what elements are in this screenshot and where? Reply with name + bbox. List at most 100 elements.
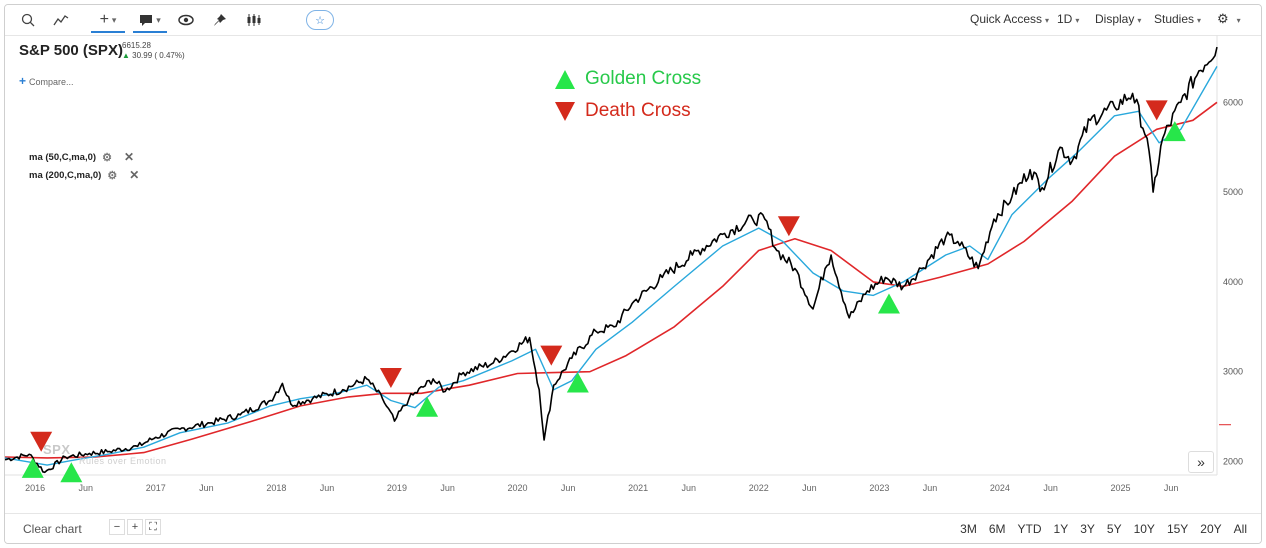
price-change-value: 30.99 ( 0.47%)	[132, 51, 185, 60]
zoom-out-button[interactable]: −	[109, 519, 125, 535]
y-tick-label: 4000	[1223, 277, 1243, 287]
quick-access-label: Quick Access	[970, 12, 1043, 26]
watermark-text: SPX	[43, 442, 71, 457]
golden-cross-marker	[21, 457, 44, 478]
range-button-20y[interactable]: 20Y	[1200, 522, 1222, 536]
chevron-down-icon: ▾	[1137, 16, 1142, 25]
x-tick-label: Jun	[561, 483, 576, 493]
bottom-bar: Clear chart − + ⛶ 3M 6M YTD 1Y 3Y 5Y 10Y 15Y 20Y…	[5, 513, 1261, 543]
x-tick-label: 2021	[628, 483, 648, 493]
legend-golden-label: Golden Cross	[585, 68, 702, 89]
range-button-6m[interactable]: 6M	[988, 522, 1006, 536]
range-button-10y[interactable]: 10Y	[1133, 522, 1155, 536]
x-tick-label: Jun	[1164, 483, 1179, 493]
range-button-1y[interactable]: 1Y	[1053, 522, 1069, 536]
price-readout: 6615.28 ▲ 30.99 ( 0.47%)	[122, 41, 185, 61]
toolbar: + ▾ ▾ ☆ Quick Access ▾ 1D ▾ Display ▾ Studie…	[5, 5, 1261, 36]
zoom-controls: − + ⛶	[109, 519, 161, 535]
close-icon[interactable]: ✕	[129, 168, 140, 182]
watermark-tagline: Rules over Emotion	[79, 456, 167, 466]
last-price: 6615.28	[122, 41, 151, 50]
y-tick-label: 6000	[1223, 97, 1243, 107]
gear-icon: ⚙	[1217, 11, 1229, 26]
death-cross-marker	[777, 216, 800, 237]
triangle-up-icon	[555, 69, 575, 89]
x-tick-label: 2023	[869, 483, 889, 493]
study-ma50[interactable]: ma (50,C,ma,0) ⚙ ✕	[29, 150, 134, 164]
symbol-title: S&P 500 (SPX)	[19, 42, 123, 59]
death-cross-marker	[379, 368, 402, 389]
ma50-line	[5, 66, 1218, 466]
x-tick-label: 2025	[1111, 483, 1131, 493]
studies-label: Studies	[1154, 12, 1195, 26]
x-tick-label: 2019	[387, 483, 407, 493]
watermark-logo: SPX Rules over Emotion	[43, 442, 167, 466]
ma200-line	[5, 101, 1218, 459]
settings-menu[interactable]: ⚙ ▾	[1217, 11, 1241, 27]
scroll-forward-button[interactable]: »	[1188, 451, 1214, 473]
triangle-down-icon	[555, 101, 575, 121]
chevron-down-icon: ▾	[111, 14, 117, 25]
golden-cross-marker	[416, 396, 439, 417]
compare-label: Compare...	[29, 77, 74, 87]
price-chart[interactable]: 2000 3000 4000 5000 6000 2016 Jun 2017 Jun 2018 Ju…	[5, 35, 1261, 513]
fullscreen-icon[interactable]: ⛶	[145, 519, 161, 535]
range-button-3y[interactable]: 3Y	[1080, 522, 1095, 536]
search-icon[interactable]	[19, 9, 37, 31]
crosshair-tool-button[interactable]: + ▾	[91, 9, 125, 33]
gear-icon[interactable]: ⚙	[107, 169, 118, 182]
chevron-down-icon: ▾	[1236, 16, 1241, 25]
x-tick-label: Jun	[923, 483, 938, 493]
x-tick-label: Jun	[1043, 483, 1058, 493]
x-tick-label: Jun	[199, 483, 214, 493]
clear-chart-button[interactable]: Clear chart	[23, 522, 82, 536]
candlestick-icon[interactable]	[245, 9, 263, 31]
death-cross-marker	[30, 431, 53, 452]
study-label: ma (50,C,ma,0)	[29, 151, 97, 163]
x-tick-label: Jun	[802, 483, 817, 493]
death-cross-marker	[1145, 100, 1168, 121]
range-selector: 3M 6M YTD 1Y 3Y 5Y 10Y 15Y 20Y All	[954, 522, 1253, 536]
golden-cross-marker	[1163, 121, 1186, 142]
quick-access-menu[interactable]: Quick Access ▾	[970, 12, 1049, 26]
chevron-down-icon: ▾	[156, 14, 161, 25]
interval-menu[interactable]: 1D ▾	[1057, 12, 1079, 26]
range-button-5y[interactable]: 5Y	[1106, 522, 1122, 536]
annotation-tool-button[interactable]: ▾	[133, 9, 167, 33]
star-icon: ☆	[315, 14, 325, 27]
x-tick-label: Jun	[682, 483, 697, 493]
range-button-3m[interactable]: 3M	[960, 522, 977, 536]
legend-death-label: Death Cross	[585, 100, 691, 121]
favorite-star-button[interactable]: ☆	[306, 10, 334, 30]
x-tick-label: 2017	[146, 483, 166, 493]
death-cross-marker	[540, 345, 563, 366]
zoom-in-button[interactable]: +	[127, 519, 143, 535]
close-icon[interactable]: ✕	[123, 150, 134, 164]
gear-icon[interactable]: ⚙	[102, 151, 112, 164]
range-button-all[interactable]: All	[1233, 522, 1247, 536]
range-button-ytd[interactable]: YTD	[1017, 522, 1042, 536]
y-tick-label: 3000	[1223, 367, 1243, 377]
comment-icon	[140, 15, 153, 26]
eye-icon[interactable]	[177, 9, 195, 31]
range-button-15y[interactable]: 15Y	[1166, 522, 1189, 536]
golden-cross-marker	[877, 293, 900, 314]
golden-cross-marker	[566, 372, 589, 393]
compare-button[interactable]: + Compare...	[19, 74, 74, 88]
y-tick-label: 2000	[1223, 457, 1243, 467]
studies-menu[interactable]: Studies ▾	[1154, 12, 1201, 26]
x-tick-label: Jun	[79, 483, 94, 493]
chevron-down-icon: ▾	[1045, 16, 1050, 25]
x-tick-label: 2016	[25, 483, 45, 493]
legend-death-cross: Death Cross	[555, 100, 691, 122]
chevron-down-icon: ▾	[1075, 16, 1080, 25]
study-ma200[interactable]: ma (200,C,ma,0) ⚙ ✕	[29, 168, 139, 182]
double-chevron-right-icon: »	[1197, 454, 1205, 470]
chart-type-icon[interactable]	[51, 9, 71, 31]
chevron-down-icon: ▾	[1197, 16, 1202, 25]
x-tick-label: 2022	[749, 483, 769, 493]
display-menu[interactable]: Display ▾	[1095, 12, 1141, 26]
y-tick-label: 5000	[1223, 187, 1243, 197]
x-tick-label: 2020	[508, 483, 528, 493]
pin-icon[interactable]	[211, 9, 229, 31]
